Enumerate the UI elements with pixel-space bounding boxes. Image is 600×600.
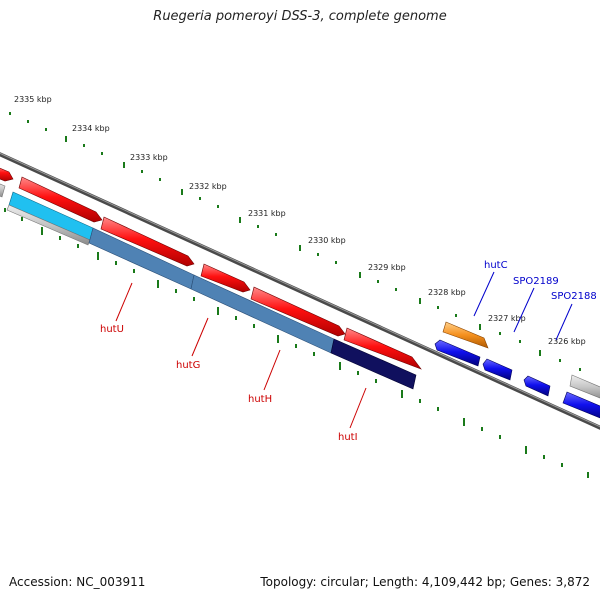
scale-label: 2328 kbp xyxy=(428,288,466,297)
gene-label-hutG: hutG xyxy=(176,360,200,371)
forward-strand-genes xyxy=(0,167,422,370)
gene-label-SPO2189: SPO2189 xyxy=(513,276,559,287)
scale-labels: 2335 kbp 2334 kbp 2333 kbp 2332 kbp 2331… xyxy=(14,95,586,346)
genome-summary-text: Topology: circular; Length: 4,109,442 bp… xyxy=(260,575,590,589)
scale-label: 2333 kbp xyxy=(130,153,168,162)
scale-label: 2327 kbp xyxy=(488,314,526,323)
gene-arrow xyxy=(343,327,422,370)
inner-scale-ticks xyxy=(4,208,589,478)
gene-label-hutH: hutH xyxy=(248,394,272,405)
gene-arrow xyxy=(100,216,195,267)
scale-label: 2330 kbp xyxy=(308,236,346,245)
genome-backbone xyxy=(0,152,600,430)
gene-arrow xyxy=(250,286,346,337)
reverse-strand-genes xyxy=(0,183,600,419)
gene-label-SPO2188: SPO2188 xyxy=(551,291,597,302)
label-leaders xyxy=(115,271,573,429)
scale-label: 2335 kbp xyxy=(14,95,52,104)
gene-label-hutI: hutI xyxy=(338,432,358,443)
outer-scale-ticks xyxy=(9,112,581,371)
gene-labels: hutU hutG hutH hutI hutC SPO2189 SPO2188 xyxy=(100,260,597,443)
genome-backbone-highlight xyxy=(0,152,600,428)
scale-label: 2326 kbp xyxy=(548,337,586,346)
map-title: Ruegeria pomeroyi DSS-3, complete genome xyxy=(153,9,447,24)
gene-arrow-hutC xyxy=(442,321,489,349)
gene-arrow xyxy=(200,263,251,293)
gene-label-hutC: hutC xyxy=(484,260,508,271)
scale-label: 2334 kbp xyxy=(72,124,110,133)
gene-arrow xyxy=(0,167,14,182)
accession-text: Accession: NC_003911 xyxy=(9,575,146,589)
scale-label: 2329 kbp xyxy=(368,263,406,272)
scale-label: 2332 kbp xyxy=(189,182,227,191)
scale-label: 2331 kbp xyxy=(248,209,286,218)
gene-arrow xyxy=(18,176,103,223)
gene-label-hutU: hutU xyxy=(100,324,124,335)
